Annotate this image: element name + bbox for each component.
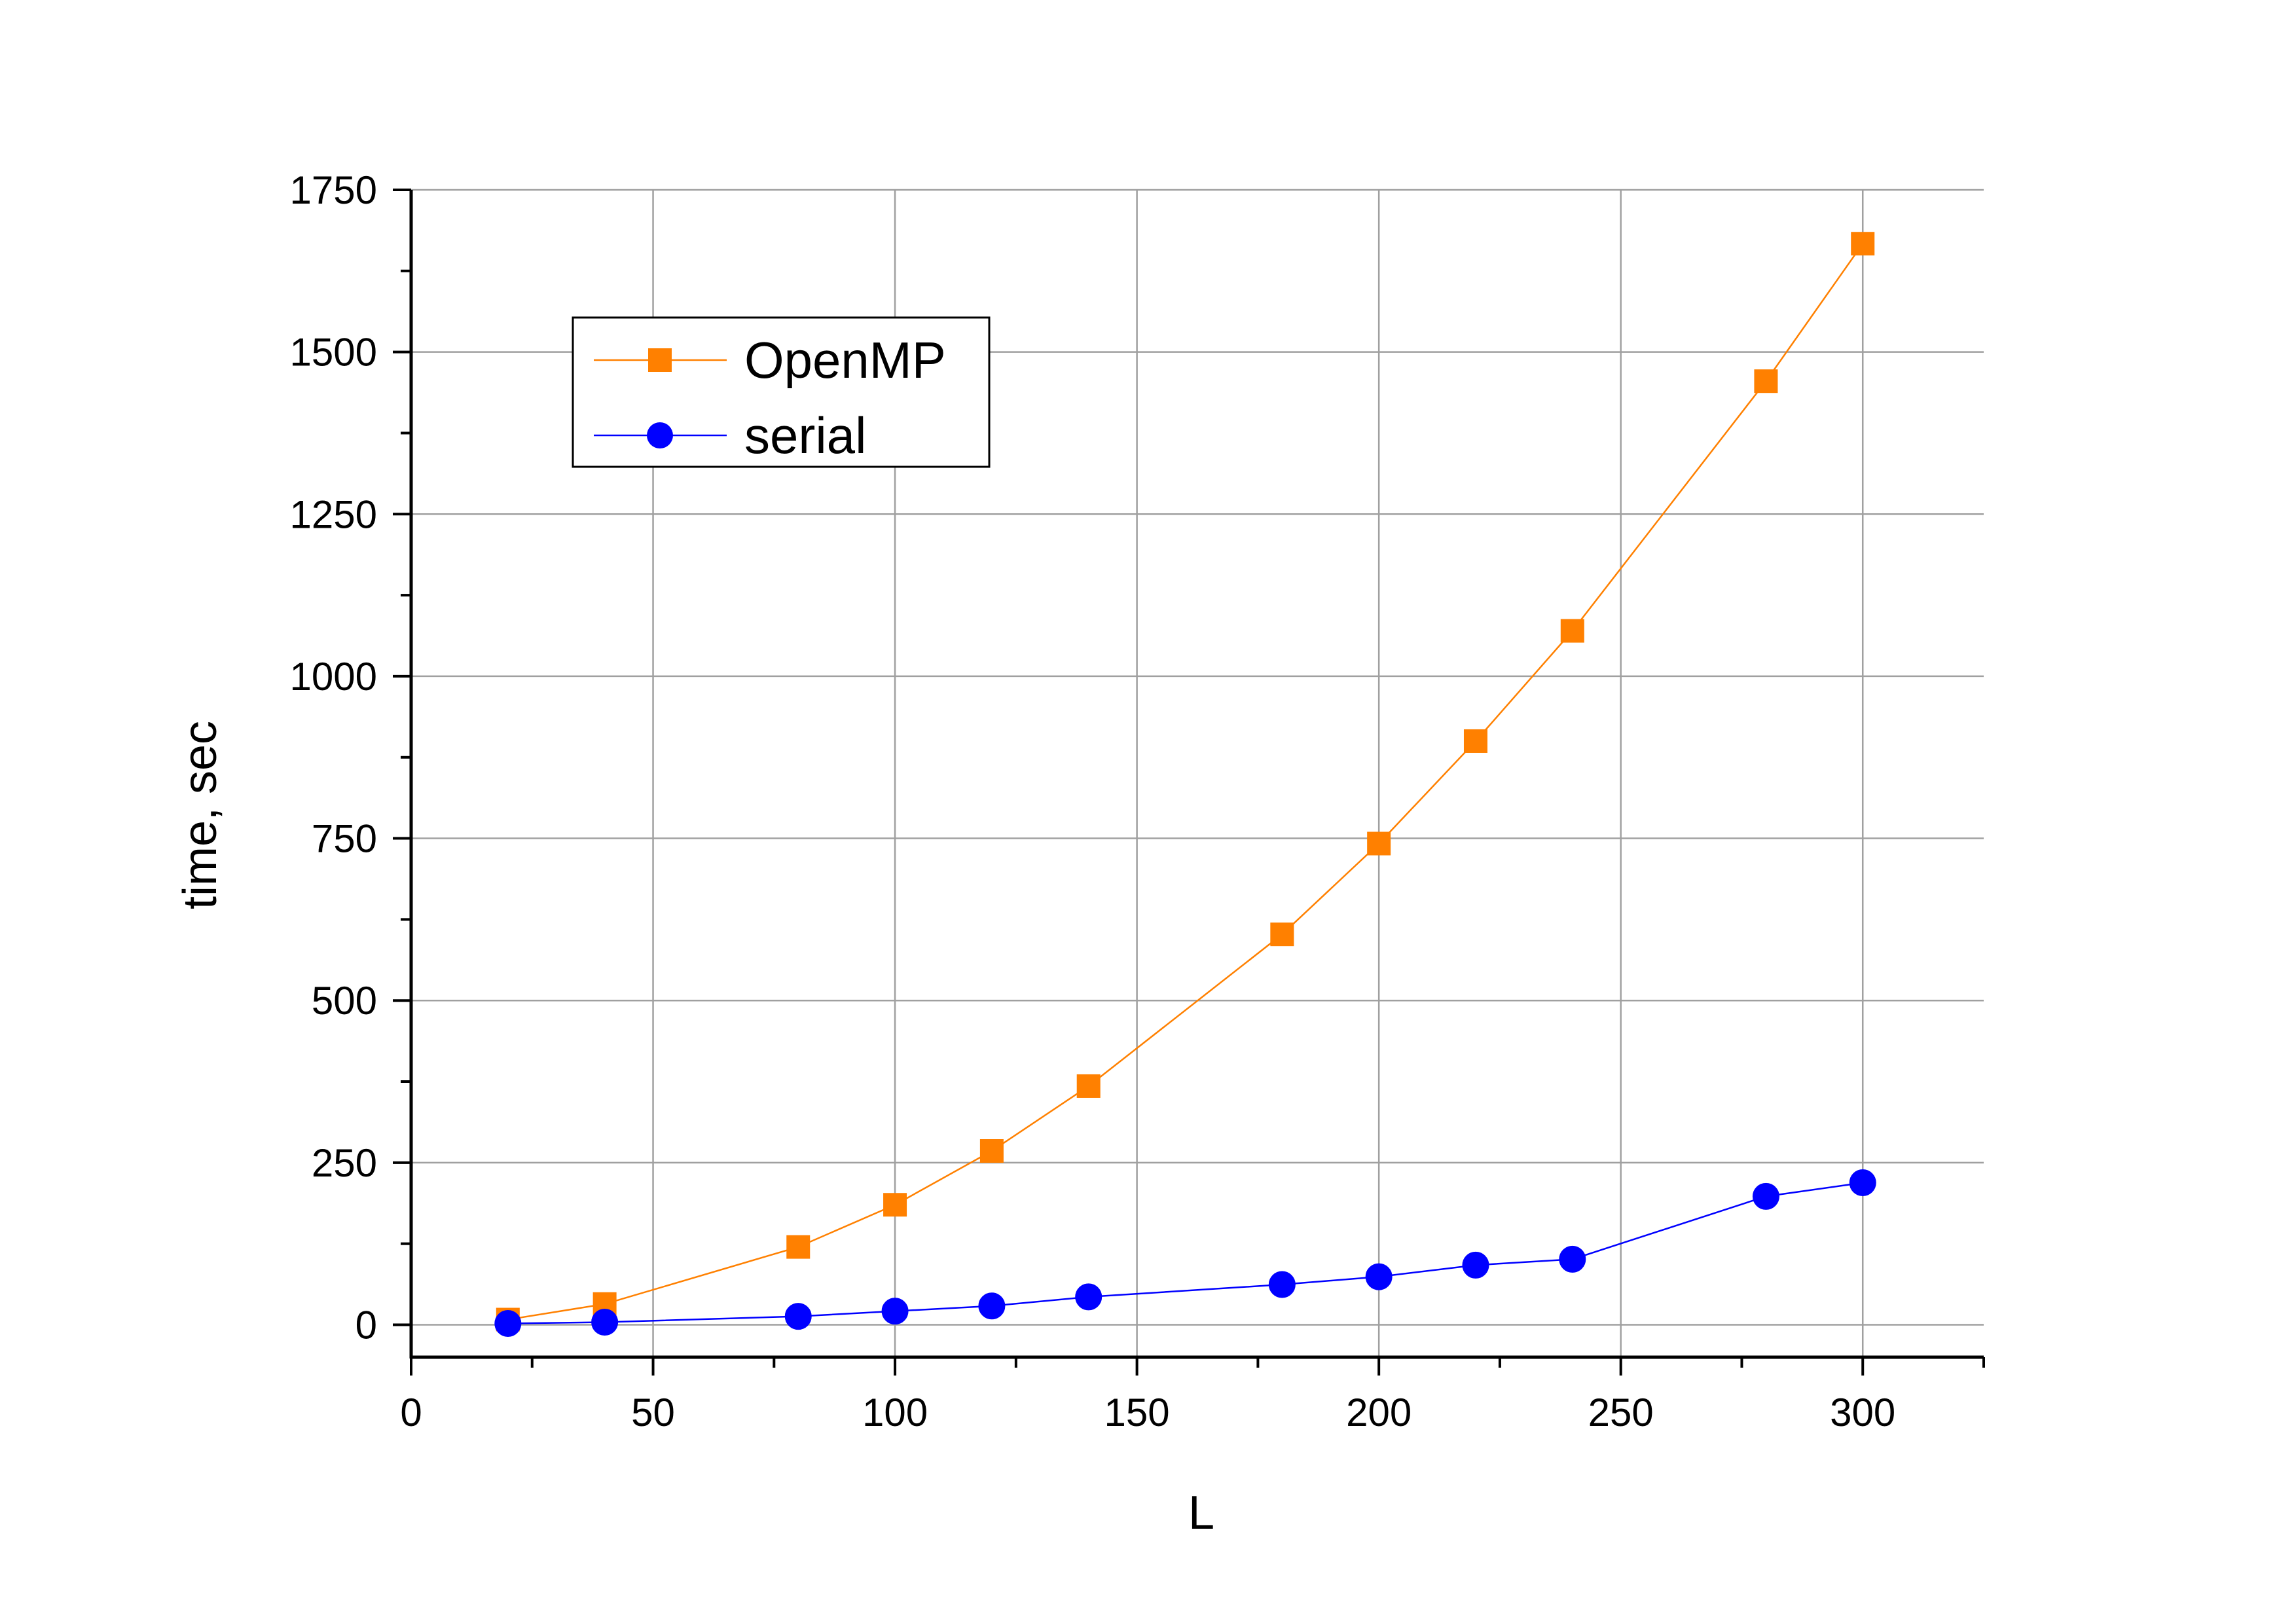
y-tick-label: 1000 [290,655,377,699]
x-axis-title: L [1188,1487,1214,1539]
data-point-serial [978,1292,1006,1320]
y-tick-label: 1250 [290,492,377,536]
data-point-openmp [1463,729,1487,753]
data-point-openmp [786,1235,811,1259]
legend-marker-openmp [648,348,672,372]
data-point-openmp [1076,1074,1101,1098]
y-tick-label: 1750 [290,168,377,212]
data-point-openmp [883,1193,907,1217]
data-point-openmp [979,1139,1004,1163]
legend-marker-serial [647,422,673,448]
x-tick-label: 100 [862,1391,928,1434]
data-point-openmp [1851,232,1875,256]
data-point-serial [494,1309,522,1337]
series-layer [494,232,1876,1337]
x-tick-label: 0 [400,1391,422,1434]
legend-label-openmp: OpenMP [744,331,946,389]
legend-item-openmp: OpenMP [594,331,946,389]
x-tick-label: 250 [1588,1391,1654,1434]
legend: OpenMP serial [572,316,991,468]
y-axis-title: time, sec [174,721,227,909]
x-tick-label: 50 [631,1391,675,1434]
data-point-openmp [1560,619,1584,643]
data-point-serial [1268,1271,1296,1298]
y-tick-label: 500 [312,979,377,1023]
data-point-serial [1075,1283,1102,1311]
data-point-serial [1365,1263,1393,1290]
ticks: 0 50 100 150 200 250 300 0 250 500 750 1000 1250 1500… [290,168,1985,1434]
grid [411,189,1984,1357]
legend-label-serial: serial [744,407,866,464]
data-point-serial [591,1309,619,1336]
data-point-openmp [1270,922,1294,947]
series-serial [494,1169,1876,1337]
data-point-serial [1559,1245,1586,1273]
x-tick-label: 150 [1104,1391,1170,1434]
series-line-serial [507,1182,1863,1324]
legend-box [572,316,991,468]
legend-item-serial: serial [594,407,866,464]
data-point-serial [881,1298,909,1325]
data-point-serial [1462,1251,1489,1279]
data-point-serial [784,1303,812,1330]
data-point-serial [1849,1169,1876,1197]
y-tick-label: 0 [355,1303,377,1347]
y-tick-label: 750 [312,817,377,861]
series-line-openmp [507,243,1864,1321]
data-point-openmp [1754,369,1778,393]
y-tick-label: 250 [312,1141,377,1185]
x-tick-label: 300 [1830,1391,1895,1434]
data-point-serial [1752,1182,1779,1210]
data-point-openmp [1367,831,1391,856]
y-tick-label: 1500 [290,331,377,374]
x-tick-label: 200 [1346,1391,1412,1434]
